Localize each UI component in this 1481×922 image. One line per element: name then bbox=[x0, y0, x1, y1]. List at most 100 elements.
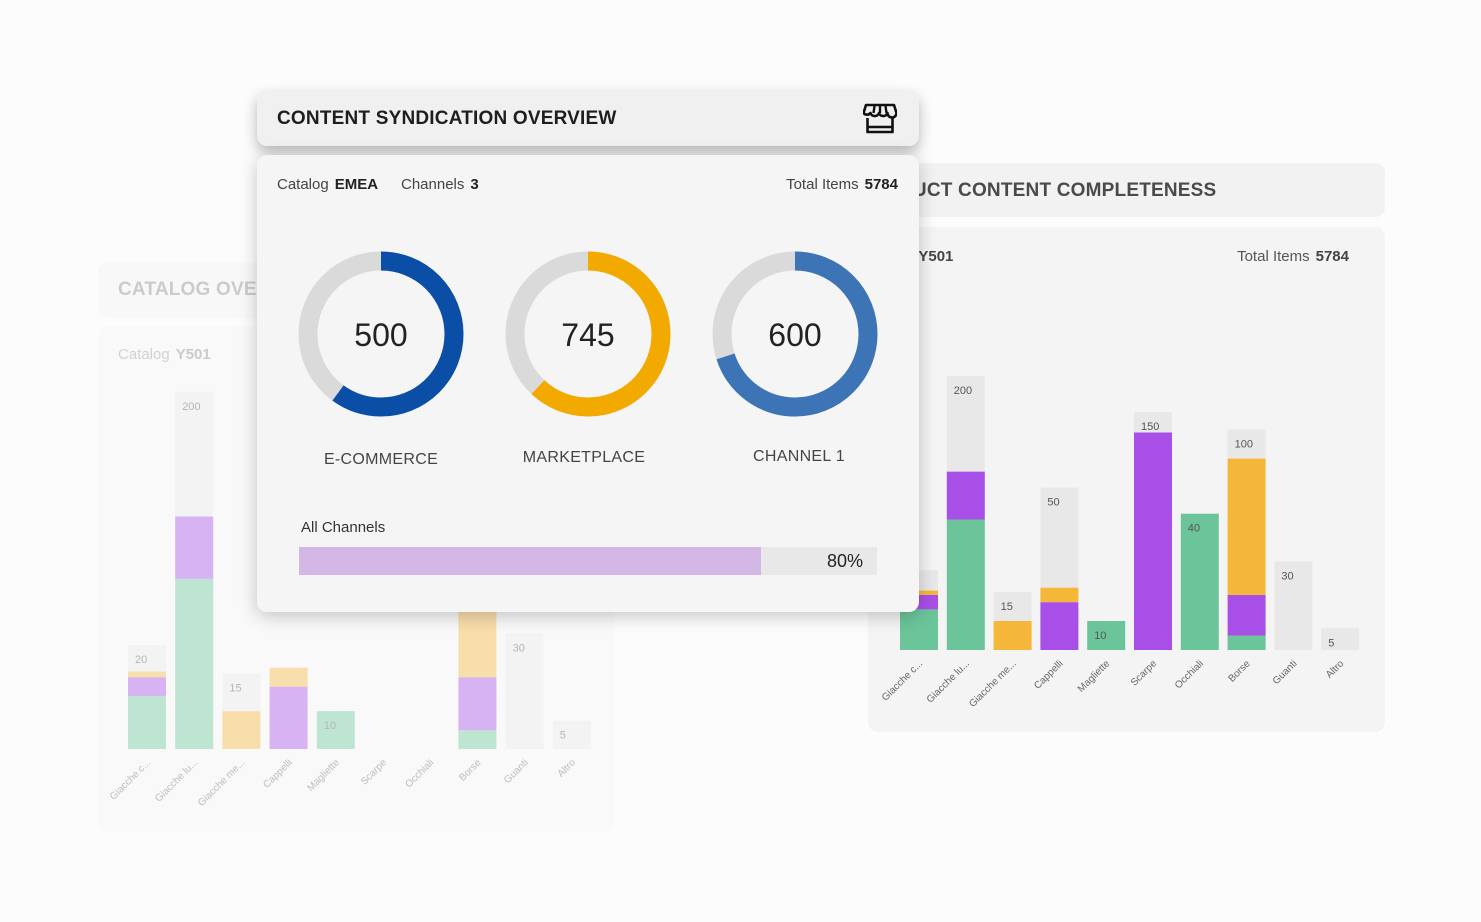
channels-label: Channels bbox=[401, 176, 465, 193]
bar-value-label: 40 bbox=[1188, 523, 1200, 535]
bar-value-label: 10 bbox=[1094, 630, 1106, 642]
channels-value: 3 bbox=[470, 176, 479, 193]
all-channels-progress-track: 80% bbox=[299, 547, 877, 575]
total-items-value: 5784 bbox=[1315, 248, 1349, 265]
bar-segment bbox=[946, 519, 985, 650]
category-label: Cappelli bbox=[1032, 658, 1065, 691]
catalog-overview-chart: 20 Giacche c... 200 Giacche lu... 15 Giacche … bbox=[108, 391, 591, 809]
completeness-title: ODUCT CONTENT COMPLETENESS bbox=[884, 180, 1217, 201]
all-channels-percent: 80% bbox=[826, 551, 863, 571]
bar-remaining bbox=[1134, 412, 1172, 433]
bar-segment bbox=[458, 677, 497, 731]
bar-value-label: 200 bbox=[954, 385, 972, 397]
bar-value-label: 100 bbox=[1235, 439, 1253, 451]
catalog-info: Catalog EMEA bbox=[277, 176, 378, 193]
bar-value-label: 5 bbox=[1328, 637, 1334, 649]
bar-remaining bbox=[552, 720, 591, 749]
syndication-body: Catalog EMEA Channels 3 Total Items 5784 50… bbox=[257, 155, 919, 612]
bar-segment bbox=[900, 609, 938, 650]
completeness-header: ODUCT CONTENT COMPLETENESS bbox=[868, 163, 1385, 217]
donut-value: 745 bbox=[561, 317, 614, 353]
bar-segment bbox=[175, 516, 214, 579]
bar-remaining bbox=[1227, 429, 1266, 459]
category-label: Giacche lu... bbox=[925, 658, 972, 705]
bar-remaining bbox=[505, 633, 544, 749]
bar-remaining bbox=[1274, 561, 1313, 650]
bar-value-label: 20 bbox=[135, 654, 147, 666]
bar-segment bbox=[269, 686, 308, 749]
bar-segment bbox=[269, 667, 308, 687]
syndication-title: CONTENT SYNDICATION OVERVIEW bbox=[277, 108, 617, 129]
donut-arc bbox=[298, 251, 464, 417]
store-icon[interactable] bbox=[863, 103, 897, 135]
bar-value-label: 200 bbox=[182, 401, 200, 413]
catalog-label: Catalog bbox=[277, 176, 329, 193]
donut-value: 500 bbox=[354, 317, 407, 353]
syndication-header: CONTENT SYNDICATION OVERVIEW bbox=[257, 91, 919, 146]
bar-value-label: 30 bbox=[1281, 571, 1293, 583]
category-label: Giacche lu... bbox=[153, 757, 200, 804]
bar-remaining bbox=[1321, 628, 1360, 650]
total-items-info: Total Items 5784 bbox=[786, 176, 898, 193]
total-items-label: Total Items bbox=[786, 176, 859, 193]
category-label: Giacche me... bbox=[196, 757, 247, 808]
catalog-label: Catalog bbox=[118, 346, 170, 363]
category-label: Magliette bbox=[1076, 658, 1113, 695]
category-label: Guanti bbox=[502, 757, 531, 786]
bar-segment bbox=[1227, 594, 1266, 636]
category-label: Occhiali bbox=[403, 757, 436, 790]
bar-segment bbox=[128, 696, 166, 749]
completeness-chart: Giacche c... 200 Giacche lu... 15 Giacche me… bbox=[880, 375, 1360, 710]
bar-segment bbox=[175, 578, 214, 749]
category-label: Altro bbox=[556, 757, 579, 780]
bar-segment bbox=[458, 730, 497, 749]
total-items-label: Total Items bbox=[1237, 248, 1310, 265]
category-label: Scarpe bbox=[359, 757, 389, 787]
bar-remaining bbox=[1040, 487, 1079, 588]
bar-value-label: 15 bbox=[229, 682, 241, 694]
bar-segment bbox=[458, 609, 497, 678]
bar-segment bbox=[946, 471, 985, 520]
all-channels-progress-fill bbox=[299, 547, 762, 575]
bar-value-label: 10 bbox=[324, 720, 336, 732]
bar-remaining bbox=[946, 375, 985, 472]
bar-segment bbox=[316, 711, 355, 749]
donut-arc bbox=[712, 251, 878, 417]
bar-segment bbox=[128, 671, 166, 678]
donut-label-channel-1: CHANNEL 1 bbox=[753, 448, 845, 465]
bar-segment bbox=[1180, 513, 1219, 650]
bar-segment bbox=[1040, 587, 1079, 603]
bar-value-label: 150 bbox=[1141, 421, 1159, 433]
donut-label-ecommerce: E-COMMERCE bbox=[323, 451, 439, 468]
bar-segment bbox=[1227, 635, 1266, 650]
completeness-total: Total Items 5784 bbox=[1237, 248, 1349, 265]
channels-info: Channels 3 bbox=[401, 176, 479, 193]
bar-value-label: 5 bbox=[560, 730, 566, 742]
catalog-meta: Catalog Y501 bbox=[118, 346, 211, 363]
bar-remaining bbox=[993, 592, 1032, 621]
category-label: Giacche c... bbox=[880, 658, 925, 703]
category-label: Occhiali bbox=[1173, 658, 1206, 691]
bar-remaining bbox=[222, 673, 261, 712]
total-items-value: 5784 bbox=[864, 176, 898, 193]
bar-segment bbox=[128, 677, 166, 697]
donut-ecommerce: 500 bbox=[298, 251, 464, 417]
donut-arc bbox=[505, 251, 671, 417]
category-label: Altro bbox=[1324, 658, 1347, 681]
bar-remaining bbox=[128, 645, 166, 672]
bar-value-label: 50 bbox=[1047, 497, 1059, 509]
category-label: Cappelli bbox=[261, 757, 294, 790]
bar-segment bbox=[1087, 621, 1126, 650]
all-channels-label: All Channels bbox=[301, 519, 386, 536]
category-label: Giacche me... bbox=[967, 658, 1018, 709]
bar-segment bbox=[1227, 458, 1266, 595]
catalog-value: EMEA bbox=[334, 176, 379, 193]
category-label: Giacche c... bbox=[108, 757, 153, 802]
category-label: Borse bbox=[1226, 658, 1253, 685]
bar-segment bbox=[900, 590, 938, 595]
category-label: Guanti bbox=[1271, 658, 1300, 687]
bar-segment bbox=[1134, 432, 1172, 650]
bar-segment bbox=[222, 711, 261, 749]
catalog-value: Y501 bbox=[918, 248, 954, 265]
